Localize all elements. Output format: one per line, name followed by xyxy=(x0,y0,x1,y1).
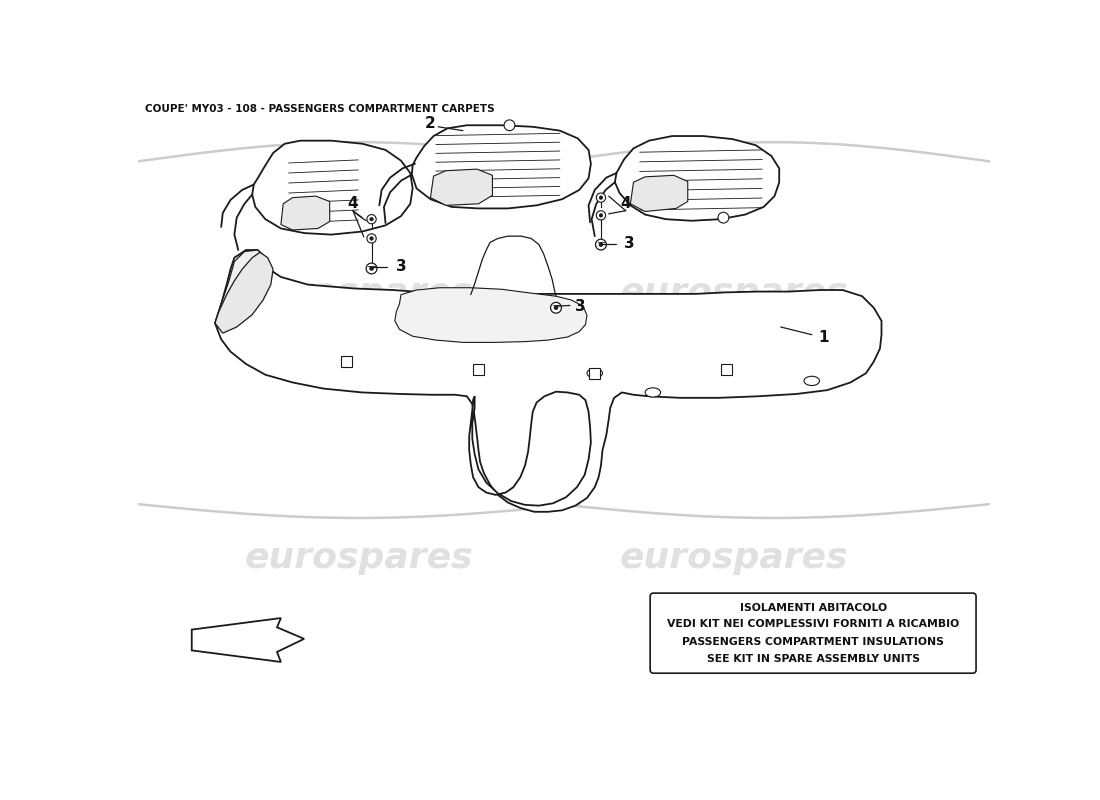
Bar xyxy=(473,364,484,374)
Polygon shape xyxy=(252,141,412,234)
Circle shape xyxy=(595,239,606,250)
Polygon shape xyxy=(280,196,330,230)
Polygon shape xyxy=(214,250,270,323)
Text: eurospares: eurospares xyxy=(245,276,473,310)
Text: 3: 3 xyxy=(396,259,406,274)
Text: eurospares: eurospares xyxy=(620,541,848,575)
Circle shape xyxy=(596,210,606,220)
Text: 3: 3 xyxy=(625,236,635,251)
Polygon shape xyxy=(615,136,779,221)
Polygon shape xyxy=(395,288,587,342)
Circle shape xyxy=(367,214,376,224)
Text: eurospares: eurospares xyxy=(620,276,848,310)
Polygon shape xyxy=(470,392,591,506)
Circle shape xyxy=(596,193,606,202)
Text: ISOLAMENTI ABITACOLO: ISOLAMENTI ABITACOLO xyxy=(739,602,887,613)
Bar xyxy=(590,368,601,378)
Circle shape xyxy=(600,242,603,246)
Text: eurospares: eurospares xyxy=(245,541,473,575)
Text: 4: 4 xyxy=(348,196,359,211)
Circle shape xyxy=(370,266,373,270)
Circle shape xyxy=(367,234,376,243)
Bar xyxy=(722,364,732,374)
Text: VEDI KIT NEI COMPLESSIVI FORNITI A RICAMBIO: VEDI KIT NEI COMPLESSIVI FORNITI A RICAM… xyxy=(667,619,959,629)
Circle shape xyxy=(366,263,377,274)
Text: 1: 1 xyxy=(818,330,828,345)
Ellipse shape xyxy=(645,388,661,397)
Polygon shape xyxy=(214,250,881,512)
Text: PASSENGERS COMPARTMENT INSULATIONS: PASSENGERS COMPARTMENT INSULATIONS xyxy=(682,637,944,647)
Text: COUPE' MY03 - 108 - PASSENGERS COMPARTMENT CARPETS: COUPE' MY03 - 108 - PASSENGERS COMPARTME… xyxy=(145,104,495,114)
Bar xyxy=(341,356,352,367)
Polygon shape xyxy=(191,618,304,662)
Text: 4: 4 xyxy=(620,196,631,211)
Circle shape xyxy=(718,212,729,223)
Circle shape xyxy=(370,237,373,240)
Circle shape xyxy=(370,218,373,221)
Polygon shape xyxy=(430,169,493,206)
Ellipse shape xyxy=(587,369,603,378)
FancyBboxPatch shape xyxy=(650,593,976,673)
Text: 3: 3 xyxy=(575,298,586,314)
Text: 2: 2 xyxy=(425,116,436,131)
Circle shape xyxy=(600,196,603,199)
Circle shape xyxy=(600,214,603,217)
Ellipse shape xyxy=(804,376,820,386)
Circle shape xyxy=(551,302,561,313)
Polygon shape xyxy=(214,252,273,333)
Circle shape xyxy=(504,120,515,130)
Circle shape xyxy=(554,306,558,310)
Polygon shape xyxy=(630,175,688,211)
Text: SEE KIT IN SPARE ASSEMBLY UNITS: SEE KIT IN SPARE ASSEMBLY UNITS xyxy=(706,654,920,664)
Polygon shape xyxy=(411,126,591,209)
